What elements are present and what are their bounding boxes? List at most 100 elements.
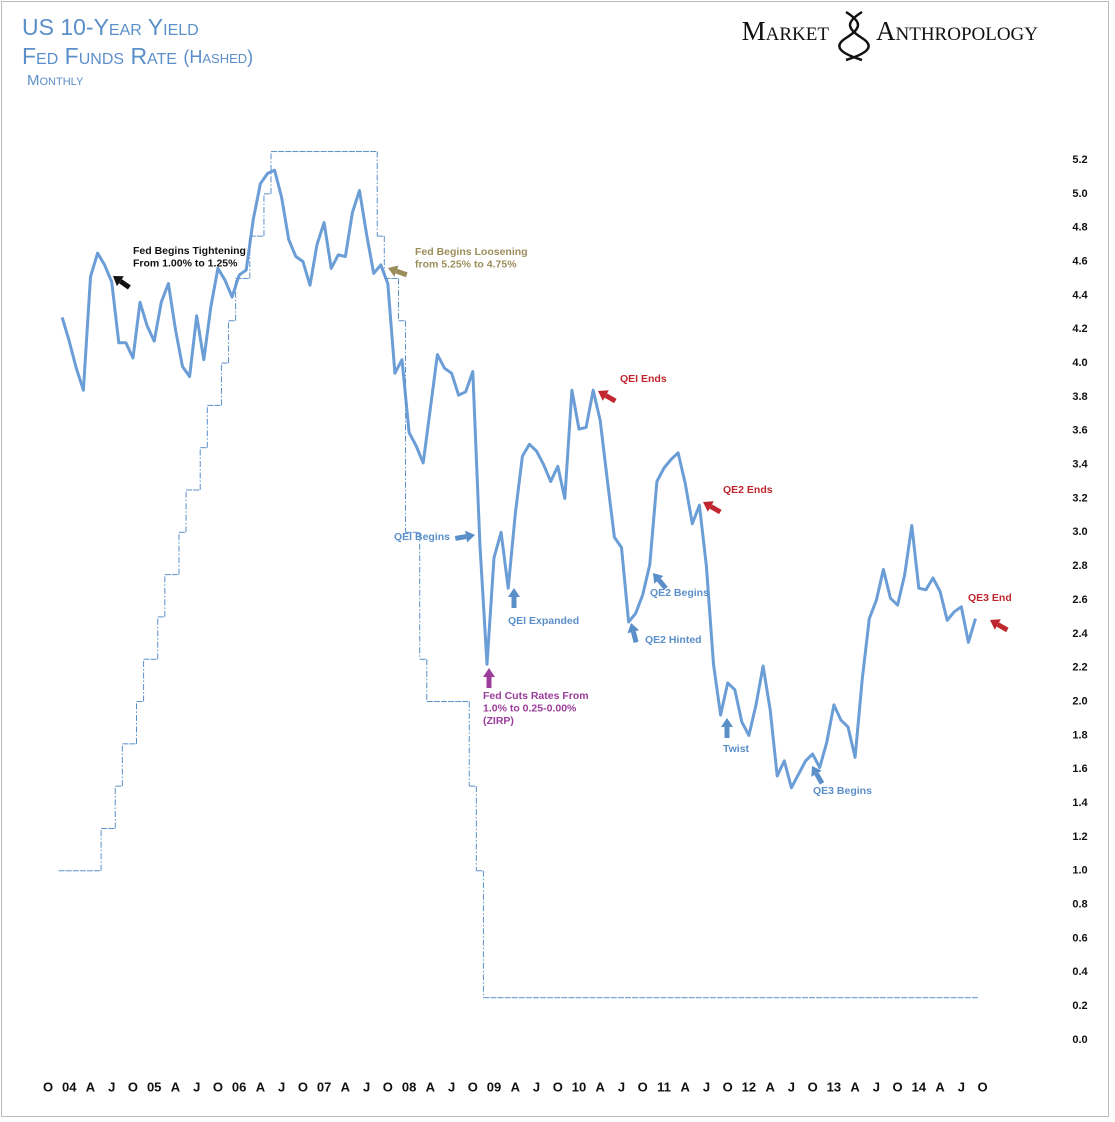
annotation: Twist bbox=[723, 743, 750, 755]
annotation: Fed Begins Tightening bbox=[133, 245, 246, 257]
x-tick-label: J bbox=[278, 1079, 285, 1094]
brand-right: Anthropology bbox=[876, 16, 1038, 46]
title-note: (Hashed) bbox=[183, 47, 253, 67]
arrow-head bbox=[598, 390, 609, 401]
x-tick-label: J bbox=[958, 1079, 965, 1094]
x-tick-label: A bbox=[850, 1079, 860, 1094]
x-tick-label: A bbox=[511, 1079, 521, 1094]
y-tick-label: 2.0 bbox=[1072, 695, 1087, 707]
y-tick-label: 2.8 bbox=[1072, 560, 1087, 572]
x-tick-label: A bbox=[681, 1079, 691, 1094]
x-tick-label: O bbox=[893, 1079, 903, 1094]
annotation: QE3 End bbox=[968, 592, 1012, 604]
helix bbox=[838, 10, 863, 62]
arrow-head bbox=[113, 276, 124, 287]
y-tick-label: 3.6 bbox=[1072, 425, 1087, 437]
x-tick-label: O bbox=[213, 1079, 223, 1094]
y-tick-label: 0.4 bbox=[1072, 966, 1088, 978]
y-tick-label: 1.0 bbox=[1072, 865, 1087, 877]
y-tick-label: 4.8 bbox=[1072, 222, 1087, 234]
arrow-head bbox=[721, 718, 733, 727]
annotation: QE2 Hinted bbox=[645, 634, 702, 646]
x-tick-label: J bbox=[788, 1079, 795, 1094]
y-tick-label: 3.8 bbox=[1072, 391, 1087, 403]
annotation: QEI Expanded bbox=[508, 615, 579, 627]
y-tick-label: 0.8 bbox=[1072, 899, 1087, 911]
x-tick-label: A bbox=[765, 1079, 775, 1094]
y-tick-label: 4.4 bbox=[1072, 289, 1088, 301]
x-tick-label: J bbox=[873, 1079, 880, 1094]
y-tick-label: 1.8 bbox=[1072, 729, 1087, 741]
x-tick-label: A bbox=[256, 1079, 266, 1094]
x-tick-label: O bbox=[638, 1079, 648, 1094]
x-tick-label: 09 bbox=[487, 1079, 501, 1094]
x-tick-label: J bbox=[618, 1079, 625, 1094]
arrow-shaft bbox=[454, 534, 467, 541]
arrow-shaft bbox=[709, 504, 722, 515]
x-tick-label: O bbox=[468, 1079, 478, 1094]
arrow-head bbox=[653, 573, 664, 584]
y-tick-label: 4.6 bbox=[1072, 255, 1087, 267]
arrow-head bbox=[627, 623, 640, 634]
x-tick-label: A bbox=[935, 1079, 945, 1094]
x-tick-label: J bbox=[533, 1079, 540, 1094]
arrow-head bbox=[703, 501, 714, 512]
fed-funds-step bbox=[58, 151, 980, 999]
annotation: QE2 Begins bbox=[650, 587, 709, 599]
y-tick-label: 0.0 bbox=[1072, 1034, 1087, 1046]
x-tick-label: 08 bbox=[402, 1079, 416, 1094]
x-tick-label: 07 bbox=[317, 1079, 331, 1094]
x-tick-label: 14 bbox=[912, 1079, 927, 1094]
y-tick-label: 1.2 bbox=[1072, 831, 1087, 843]
arrow-shaft bbox=[814, 772, 825, 785]
x-tick-label: J bbox=[363, 1079, 370, 1094]
chart-subtitle: Monthly bbox=[27, 72, 84, 89]
annotation: Fed Begins Loosening bbox=[415, 246, 528, 258]
x-tick-label: J bbox=[108, 1079, 115, 1094]
x-tick-label: O bbox=[43, 1079, 53, 1094]
x-tick-label: O bbox=[383, 1079, 393, 1094]
arrow-shaft bbox=[656, 578, 668, 590]
x-tick-label: A bbox=[596, 1079, 606, 1094]
y-tick-label: 2.2 bbox=[1072, 662, 1087, 674]
x-tick-label: J bbox=[193, 1079, 200, 1094]
arrow-head bbox=[388, 265, 399, 277]
arrow-head bbox=[465, 530, 475, 543]
x-tick-label: A bbox=[171, 1079, 181, 1094]
arrow-shaft bbox=[630, 631, 639, 643]
y-tick-label: 1.6 bbox=[1072, 763, 1087, 775]
y-tick-label: 0.6 bbox=[1072, 932, 1087, 944]
x-tick-label: O bbox=[977, 1079, 987, 1094]
x-tick-label: 12 bbox=[742, 1079, 756, 1094]
annotation: QE2 Ends bbox=[723, 484, 773, 496]
x-tick-label: O bbox=[723, 1079, 733, 1094]
arrow-shaft bbox=[395, 268, 408, 278]
annotation: QEI Ends bbox=[620, 373, 667, 385]
annotation: Fed Cuts Rates From bbox=[483, 690, 589, 702]
y-tick-label: 4.2 bbox=[1072, 323, 1087, 335]
arrow-head bbox=[990, 619, 1001, 630]
title-line2: Fed Funds Rate bbox=[22, 43, 177, 69]
annotation: from 5.25% to 4.75% bbox=[415, 258, 517, 270]
yield-line bbox=[60, 168, 977, 790]
y-tick-label: 5.2 bbox=[1072, 154, 1087, 166]
y-tick-label: 4.0 bbox=[1072, 357, 1087, 369]
annotation: (ZIRP) bbox=[483, 715, 514, 727]
x-tick-label: A bbox=[341, 1079, 351, 1094]
arrow-shaft bbox=[996, 622, 1009, 633]
x-tick-label: A bbox=[86, 1079, 96, 1094]
arrow-head bbox=[483, 668, 495, 677]
y-tick-label: 3.4 bbox=[1072, 459, 1088, 471]
annotation: From 1.00% to 1.25% bbox=[133, 257, 238, 269]
y-tick-label: 3.0 bbox=[1072, 526, 1087, 538]
annotation: 1.0% to 0.25-0.00% bbox=[483, 702, 577, 714]
annotation: QE3 Begins bbox=[813, 785, 872, 797]
x-tick-label: O bbox=[298, 1079, 308, 1094]
arrow-shaft bbox=[604, 393, 617, 404]
y-tick-label: 2.4 bbox=[1072, 628, 1088, 640]
brand-left: Market bbox=[742, 16, 830, 46]
y-tick-label: 1.4 bbox=[1072, 797, 1088, 809]
chart-title: US 10-Year Yield bbox=[22, 14, 199, 40]
